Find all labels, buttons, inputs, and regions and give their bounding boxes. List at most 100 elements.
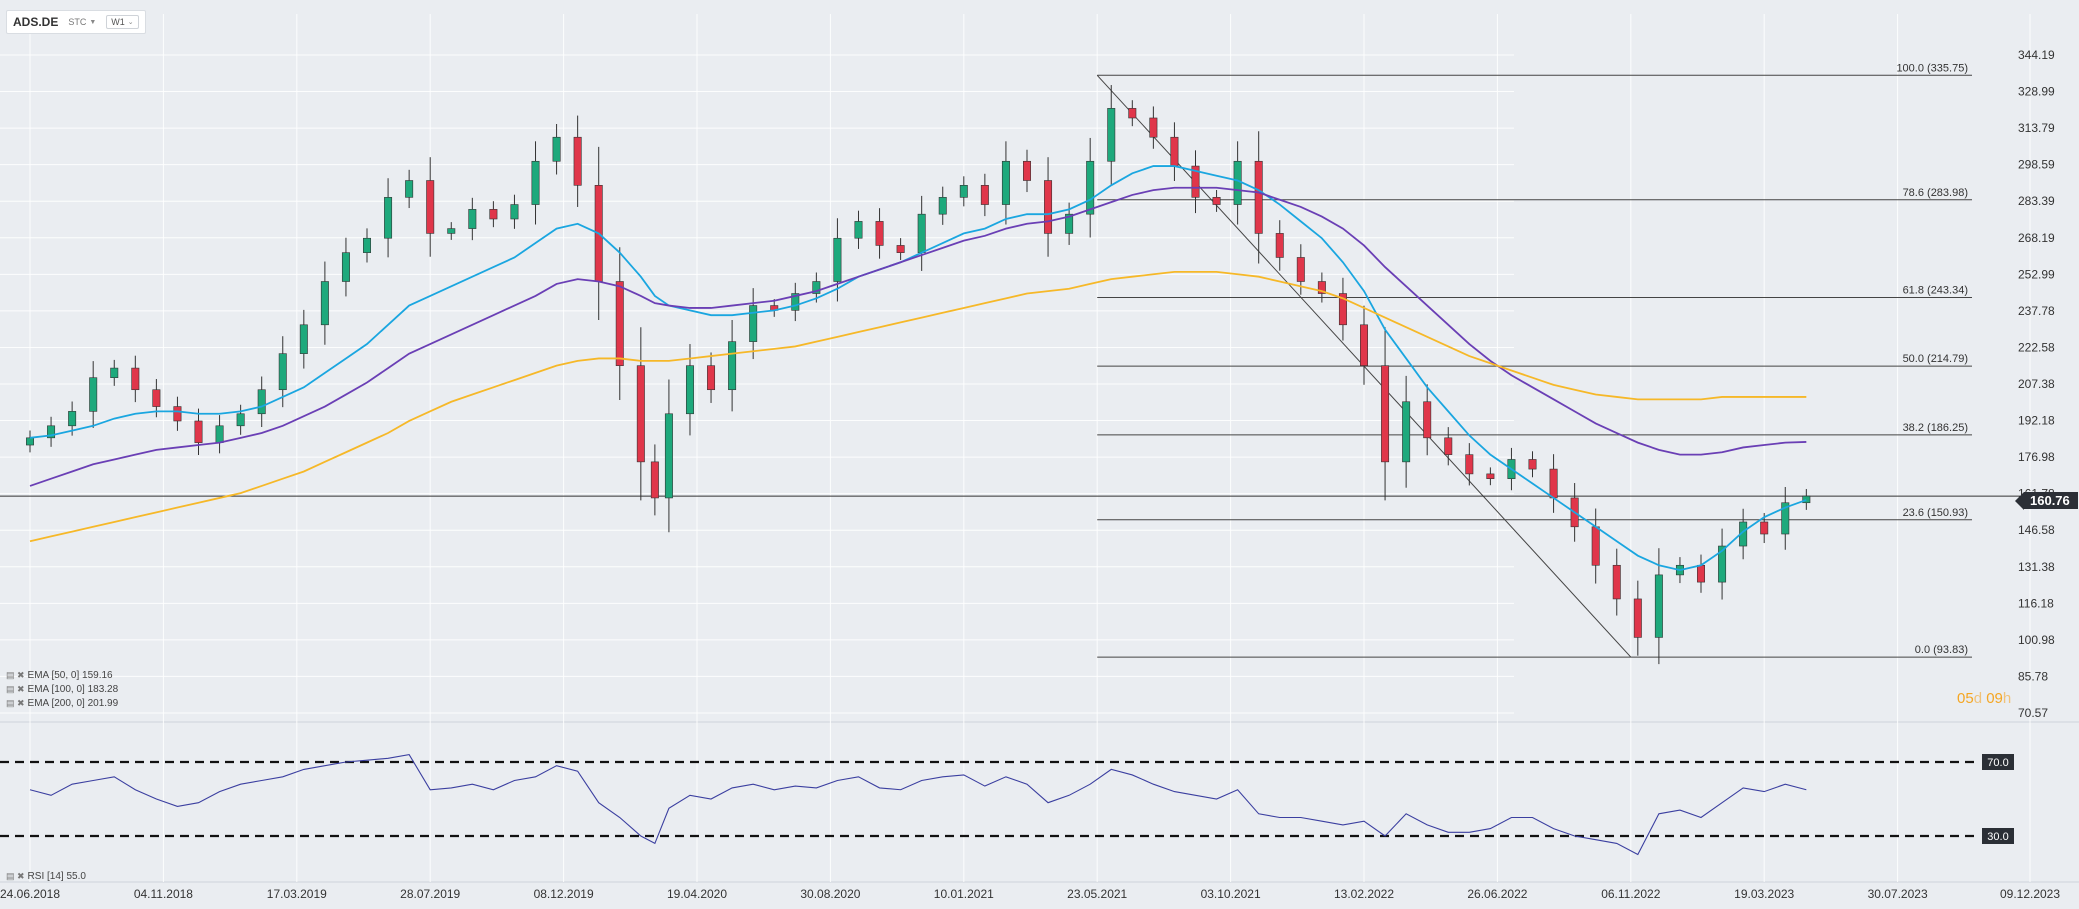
time-tick-label: 24.06.2018 [0,887,60,901]
timeframe-label: W1 [111,17,125,27]
timer-hours-unit: h [2002,690,2012,707]
price-tick-label: 328.99 [2018,85,2055,99]
fib-level-label: 61.8 (243.34) [1903,285,1968,297]
candle-body [980,185,989,205]
rsi-level-label: 30.0 [1987,831,2008,843]
candle-body [1191,165,1200,198]
candle-body [152,389,161,407]
timer-days-unit: d [1973,690,1983,707]
time-tick-label: 08.12.2019 [534,887,594,901]
settings-close-icon[interactable]: ▤ ✖ [6,684,25,694]
time-tick-label: 10.01.2021 [934,887,994,901]
ema-line-200 [29,270,1807,543]
price-tick-label: 252.99 [2018,267,2055,281]
candle-body [854,221,863,239]
price-tick-label: 176.98 [2018,450,2055,464]
candle-body [1633,598,1642,638]
fib-level-label: 38.2 (186.25) [1903,422,1968,434]
candle-body [650,461,659,499]
candle-body [320,281,329,326]
time-tick-label: 26.06.2022 [1467,887,1527,901]
settings-close-icon[interactable]: ▤ ✖ [6,670,25,680]
candle-body [194,420,203,443]
candle-body [636,365,645,463]
candle-body [896,245,905,253]
candle-body [1486,473,1495,480]
candle-body [833,237,842,282]
price-tick-label: 116.18 [2018,596,2054,610]
candle-body [552,136,561,162]
price-tick-label: 146.58 [2018,523,2055,537]
settings-close-icon[interactable]: ▤ ✖ [6,698,25,708]
candle-body [131,367,140,391]
candle-body [1718,545,1727,583]
candle-body [1128,108,1137,119]
candle-body [236,413,245,427]
candle-body [1296,257,1305,282]
candle-body [685,365,694,415]
candle-body [1233,160,1242,205]
timeframe-selector[interactable]: W1 ⌄ [106,15,139,29]
candle-body [1275,233,1284,258]
settings-close-icon[interactable]: ▤ ✖ [6,871,25,881]
candle-body [1423,401,1432,439]
timer-days: 05 [1957,690,1974,707]
price-tick-label: 222.58 [2018,340,2055,354]
candle-body [615,281,624,366]
candle-body [1338,293,1347,326]
price-tick-label: 100.98 [2018,633,2055,647]
candle-body [749,305,758,342]
source-selector[interactable]: STC ▼ [68,17,96,27]
candle-body [257,389,266,415]
ema-line-100 [29,186,1807,487]
fib-level-label: 0.0 (93.83) [1915,644,1968,656]
candle-body [447,228,456,234]
legend-ema50[interactable]: ▤ ✖ EMA [50, 0] 159.16 [6,670,113,681]
candle-body [468,209,477,229]
candle-body [1107,108,1116,162]
price-tick-label: 313.79 [2018,121,2055,135]
legend-rsi[interactable]: ▤ ✖ RSI [14] 55.0 [6,871,86,882]
time-tick-label: 13.02.2022 [1334,887,1394,901]
candle-body [1444,437,1453,455]
candle-body [278,353,287,391]
candle-body [917,213,926,253]
legend-ema100-label: EMA [100, 0] 183.28 [27,684,119,695]
candle-body [341,252,350,282]
fib-level-label: 23.6 (150.93) [1903,507,1968,519]
candle-body [1697,564,1705,583]
symbol-label[interactable]: ADS.DE [13,15,59,29]
candle-body [68,411,77,427]
time-tick-label: 19.03.2023 [1734,887,1794,901]
candle-body [938,197,947,215]
current-price-badge: 160.76 [2015,492,2078,510]
candle-body [1023,160,1031,181]
chevron-down-icon: ▼ [89,18,97,26]
time-tick-label: 19.04.2020 [667,887,727,901]
candle-body [405,180,414,198]
candle-body [1528,459,1537,470]
legend-ema200[interactable]: ▤ ✖ EMA [200, 0] 201.99 [6,698,118,709]
legend-ema100[interactable]: ▤ ✖ EMA [100, 0] 183.28 [6,684,118,695]
candle-body [426,180,435,234]
candle-body [959,185,968,198]
candle-body [707,365,716,391]
candle-body [531,160,540,205]
candle-body [1549,468,1558,499]
candle-body [489,209,498,220]
candle-body [1760,521,1769,535]
candle-body [384,197,393,239]
candle-body [1402,401,1411,463]
candle-body [1001,160,1010,205]
time-tick-label: 04.11.2018 [134,887,193,901]
candle-body [1086,160,1095,215]
candle-body [510,204,519,220]
candle-body [215,425,224,443]
time-tick-label: 17.03.2019 [267,887,327,901]
rsi-level-badge [1982,828,2014,844]
candle-body [791,293,800,311]
instrument-toolbar[interactable]: ADS.DE STC ▼ W1 ⌄ [6,10,146,34]
time-tick-label: 30.07.2023 [1868,887,1928,901]
